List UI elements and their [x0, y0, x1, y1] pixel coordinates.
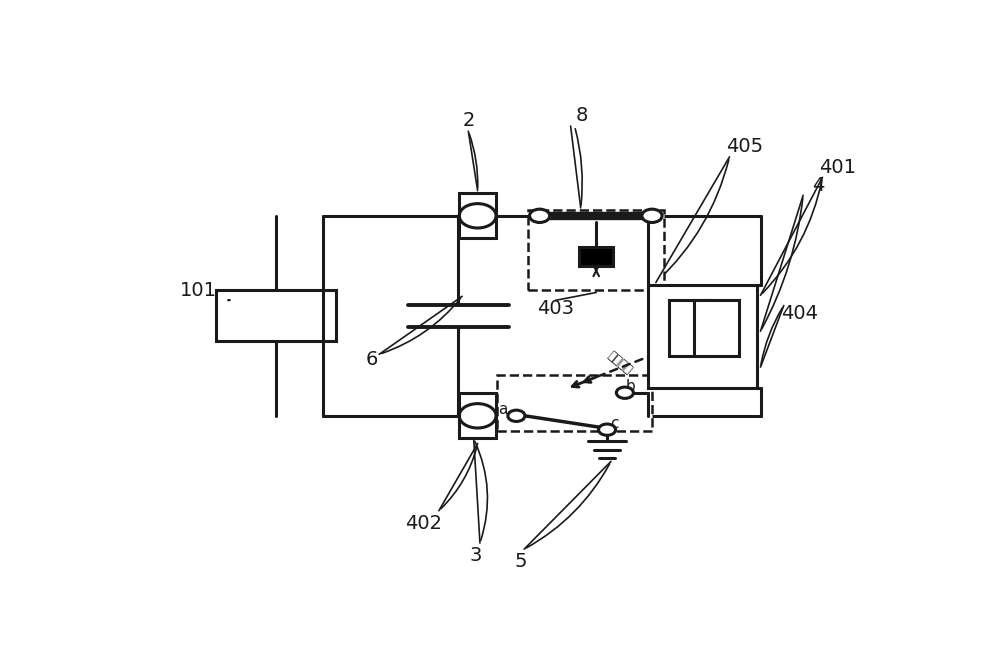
Circle shape	[599, 424, 616, 436]
Text: a: a	[499, 402, 508, 417]
Text: b: b	[625, 379, 635, 394]
Circle shape	[616, 387, 633, 398]
Text: 405: 405	[726, 137, 764, 156]
Bar	[648, 285, 757, 388]
Circle shape	[642, 209, 662, 222]
Text: 控制信号: 控制信号	[605, 349, 634, 377]
Bar	[528, 210, 664, 290]
Bar	[669, 300, 710, 356]
Text: 3: 3	[470, 546, 482, 565]
Text: 2: 2	[462, 111, 475, 131]
Bar	[694, 300, 739, 356]
Text: 401: 401	[820, 158, 856, 176]
Text: 404: 404	[781, 304, 818, 323]
Bar	[497, 375, 652, 431]
Bar	[459, 193, 496, 238]
Text: 402: 402	[405, 514, 442, 533]
Text: 403: 403	[537, 298, 574, 318]
Text: 5: 5	[514, 553, 526, 571]
Bar	[216, 290, 336, 342]
Text: 6: 6	[365, 350, 378, 369]
Text: 101: 101	[180, 280, 217, 300]
Text: c: c	[611, 416, 619, 431]
Text: 4: 4	[812, 176, 825, 194]
Circle shape	[508, 410, 525, 422]
Bar	[579, 246, 613, 266]
Text: 8: 8	[576, 107, 588, 125]
Bar	[459, 393, 496, 438]
Circle shape	[530, 209, 550, 222]
